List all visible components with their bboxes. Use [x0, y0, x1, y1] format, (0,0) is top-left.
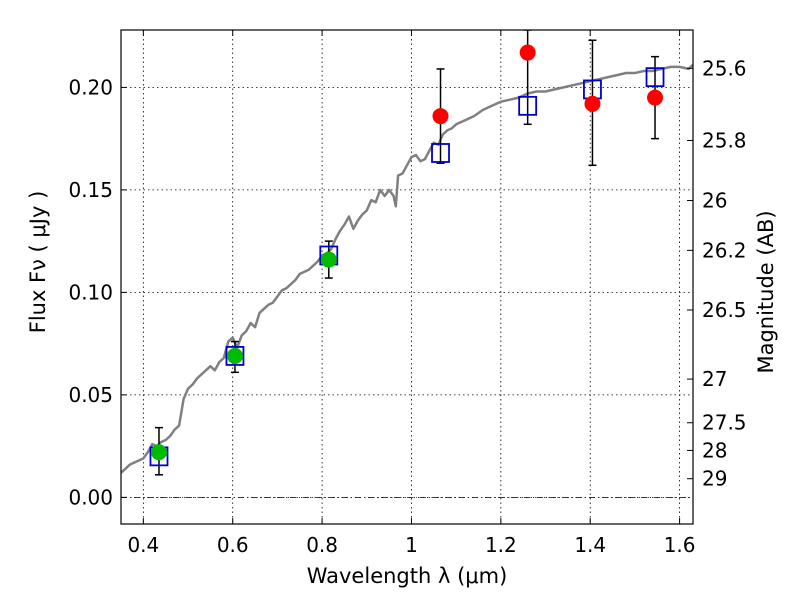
- y2-tick-label: 27: [702, 367, 727, 391]
- y-tick-label: 0.15: [68, 178, 113, 202]
- y2-tick-label: 26.2: [702, 238, 747, 262]
- observed-red-point: [647, 89, 664, 106]
- plot-frame: [120, 29, 694, 525]
- x-axis-title: Wavelength λ (μm): [307, 564, 508, 588]
- model-square-point: [645, 67, 665, 88]
- y-tick-label: 0.10: [68, 280, 113, 304]
- model-square-point: [225, 346, 245, 366]
- x-tick-label: 1.6: [664, 533, 696, 557]
- x-tick-label: 1.4: [574, 533, 606, 557]
- observed-green-point: [320, 251, 337, 268]
- observed-red-point: [519, 44, 536, 61]
- grid-layer: [121, 30, 693, 524]
- x-tick-label: 0.4: [127, 533, 159, 557]
- y2-tick-label: 25.8: [702, 128, 747, 152]
- tick-layer: 0.4 0.6 0.8 1 1.2 1.4 1.6 0.00 0.05 0.10 0.15 0.20 2…: [68, 30, 747, 557]
- observed-green-point: [226, 347, 243, 364]
- observed-red-point: [432, 108, 449, 125]
- x-tick-label: 1.2: [485, 533, 517, 557]
- y2-axis-title: Magnitude (AB): [754, 210, 778, 373]
- model-square-point: [431, 143, 450, 163]
- x-tick-label: 1: [405, 533, 418, 557]
- model-spectrum-line: [121, 63, 693, 474]
- y2-tick-label: 25.6: [702, 56, 747, 80]
- y-tick-label: 0.05: [68, 383, 113, 407]
- model-square-point: [518, 95, 538, 116]
- observed-red-point: [584, 95, 601, 112]
- y-tick-label: 0.20: [68, 75, 113, 99]
- x-tick-label: 0.8: [306, 533, 338, 557]
- y2-tick-label: 29: [702, 467, 727, 491]
- clipped-data: [121, 30, 693, 476]
- y2-tick-label: 26.5: [702, 298, 747, 322]
- y-tick-label: 0.00: [68, 485, 113, 509]
- y2-tick-label: 28: [702, 438, 727, 462]
- data-layer: [121, 30, 693, 476]
- y-axis-title: Flux Fν ( μJy ): [26, 191, 50, 334]
- x-tick-label: 0.6: [217, 533, 249, 557]
- y2-tick-label: 26: [702, 189, 727, 213]
- observed-green-point: [150, 444, 167, 461]
- y2-tick-label: 27.5: [702, 411, 747, 435]
